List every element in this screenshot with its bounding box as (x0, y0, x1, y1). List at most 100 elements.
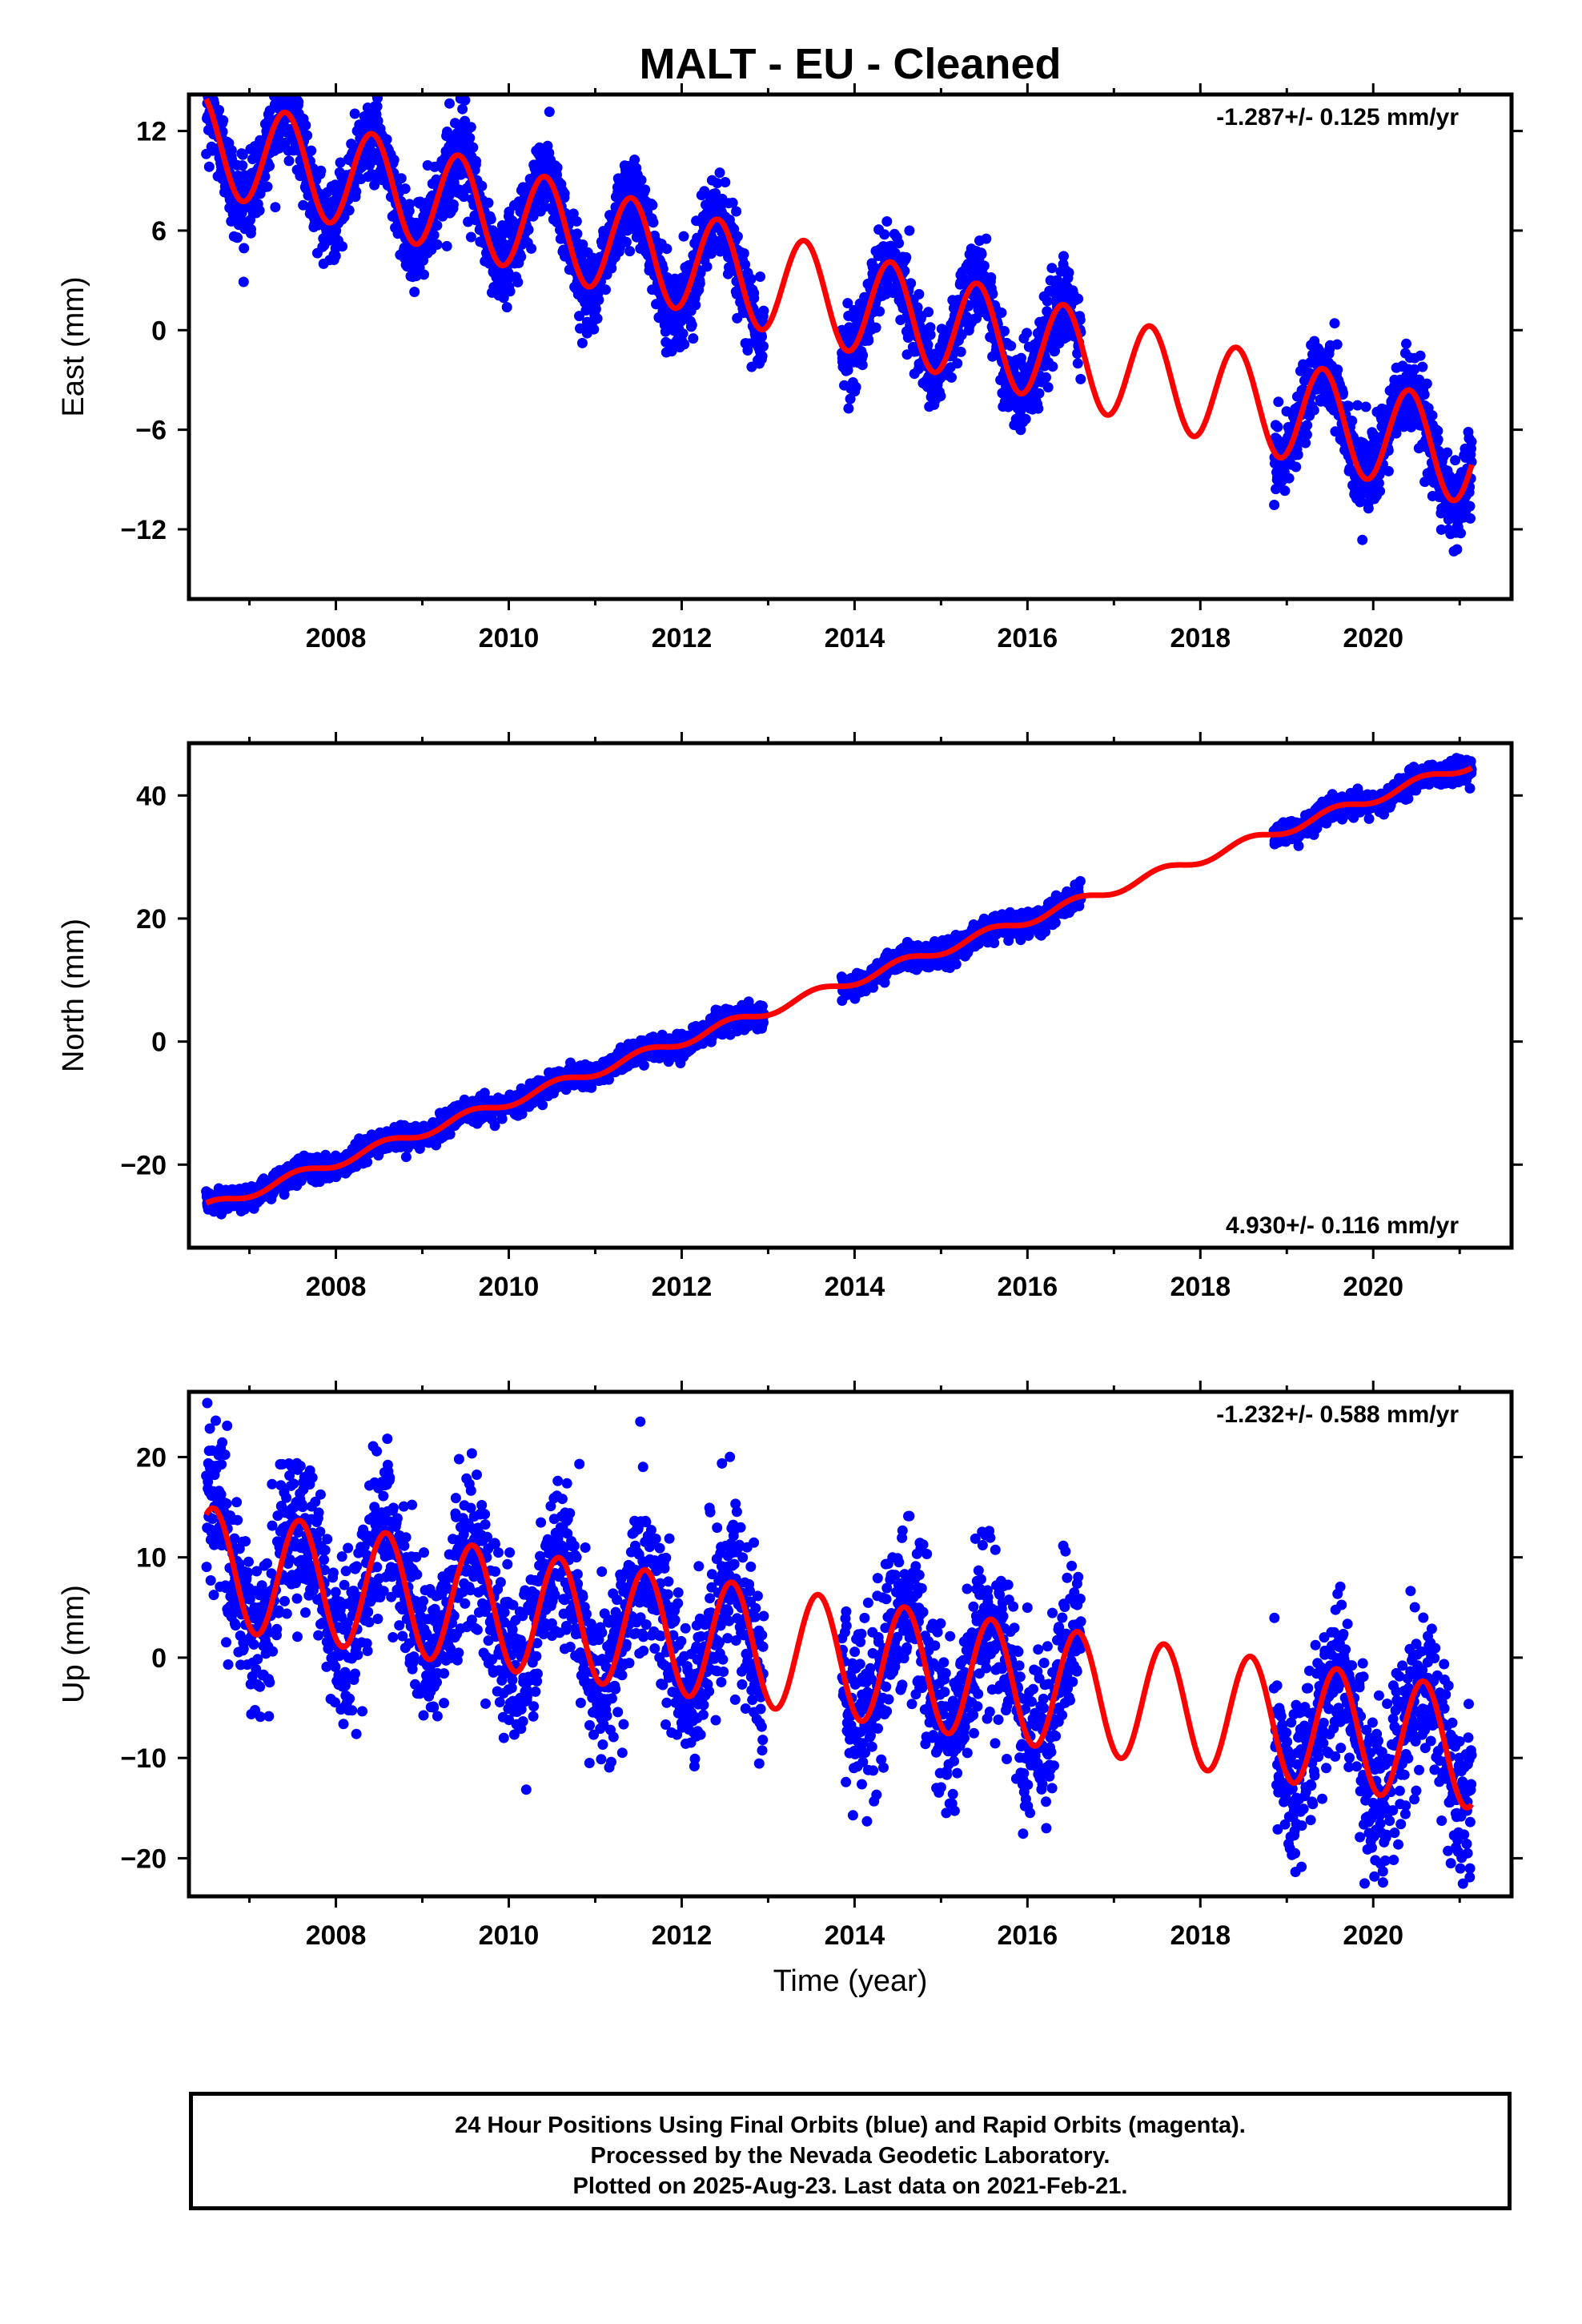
data-point (262, 181, 273, 192)
data-point (468, 142, 479, 153)
data-point (893, 238, 905, 249)
y-tick-label: 6 (151, 216, 167, 247)
data-point (204, 81, 215, 91)
y-tick-label: −6 (135, 416, 167, 446)
data-point (1465, 513, 1476, 524)
data-point (270, 202, 281, 213)
data-point (870, 322, 881, 333)
data-point (996, 308, 1007, 318)
data-point (1363, 503, 1374, 514)
data-point (239, 243, 250, 254)
data-point (758, 305, 769, 316)
data-point (629, 155, 640, 165)
data-point (284, 76, 295, 86)
data-point (1409, 364, 1420, 375)
data-point (479, 1088, 490, 1099)
data-point (226, 145, 237, 156)
data-point (343, 205, 355, 216)
data-point (647, 199, 658, 211)
plot-frame (187, 92, 1514, 601)
data-point (254, 205, 265, 216)
data-point (727, 197, 738, 208)
data-point (337, 241, 348, 252)
data-point (1435, 524, 1447, 535)
data-point (640, 184, 651, 195)
data-point (441, 240, 452, 251)
data-point (444, 98, 455, 109)
data-point (1414, 374, 1425, 385)
data-point (935, 391, 946, 402)
data-point (1050, 345, 1060, 356)
data-point (411, 271, 422, 282)
data-point (714, 167, 725, 179)
data-point (740, 259, 751, 270)
data-point (1272, 421, 1283, 432)
data-point (1421, 378, 1432, 389)
data-point (409, 287, 420, 297)
data-point (1291, 461, 1302, 472)
data-point (952, 358, 963, 369)
data-point (414, 1143, 425, 1154)
data-point (1273, 396, 1284, 408)
data-point (986, 272, 997, 283)
data-point (432, 220, 443, 231)
data-point (636, 175, 647, 186)
data-point (842, 298, 853, 309)
data-point (904, 225, 915, 236)
data-point (471, 155, 481, 167)
data-point (526, 243, 537, 254)
data-point (955, 346, 966, 357)
data-point (400, 1152, 412, 1163)
data-point (978, 260, 990, 271)
data-point (238, 276, 249, 287)
x-tick-label: 2012 (652, 623, 713, 653)
data-point (758, 340, 769, 352)
data-point (1279, 485, 1291, 497)
data-point (857, 350, 869, 361)
data-point (757, 351, 768, 362)
data-point (850, 381, 861, 392)
data-point (571, 215, 582, 227)
data-point (357, 83, 367, 94)
data-point (203, 161, 215, 172)
data-point (863, 335, 874, 346)
y-axis-label: East (mm) (57, 276, 90, 416)
x-tick-label: 2014 (825, 623, 885, 653)
x-tick-label: 2016 (998, 623, 1058, 653)
data-point (1450, 455, 1461, 466)
data-point (1308, 404, 1319, 416)
data-point (388, 155, 400, 166)
data-point (679, 339, 690, 350)
plot-area (201, 753, 1477, 1220)
data-point (678, 231, 689, 242)
data-point (1343, 400, 1355, 412)
y-tick-label: 12 (136, 117, 167, 147)
data-point (999, 326, 1010, 336)
data-point (843, 403, 854, 414)
data-point (464, 132, 476, 143)
data-point (1432, 425, 1443, 436)
x-tick-label: 2018 (1170, 623, 1231, 653)
panels: 2008 2010 2012 2014 2016 2018 20201260−6−12Eas… (57, 62, 1523, 1951)
data-point (690, 300, 701, 311)
data-point (289, 62, 299, 73)
data-point (287, 65, 297, 75)
data-point (498, 292, 509, 304)
data-point (300, 120, 311, 131)
data-point (1383, 465, 1394, 476)
data-point (695, 267, 706, 279)
data-point (330, 251, 341, 262)
data-point (712, 178, 723, 189)
data-point (218, 115, 229, 126)
data-point (600, 284, 611, 296)
data-point (1375, 485, 1386, 497)
data-point (976, 248, 987, 259)
data-point (501, 302, 512, 313)
data-point (503, 267, 514, 279)
y-tick-label: −12 (120, 515, 167, 545)
data-point (731, 206, 742, 217)
data-point (1072, 358, 1083, 369)
data-point (1020, 413, 1031, 424)
data-point (371, 101, 383, 112)
data-point (620, 236, 632, 247)
